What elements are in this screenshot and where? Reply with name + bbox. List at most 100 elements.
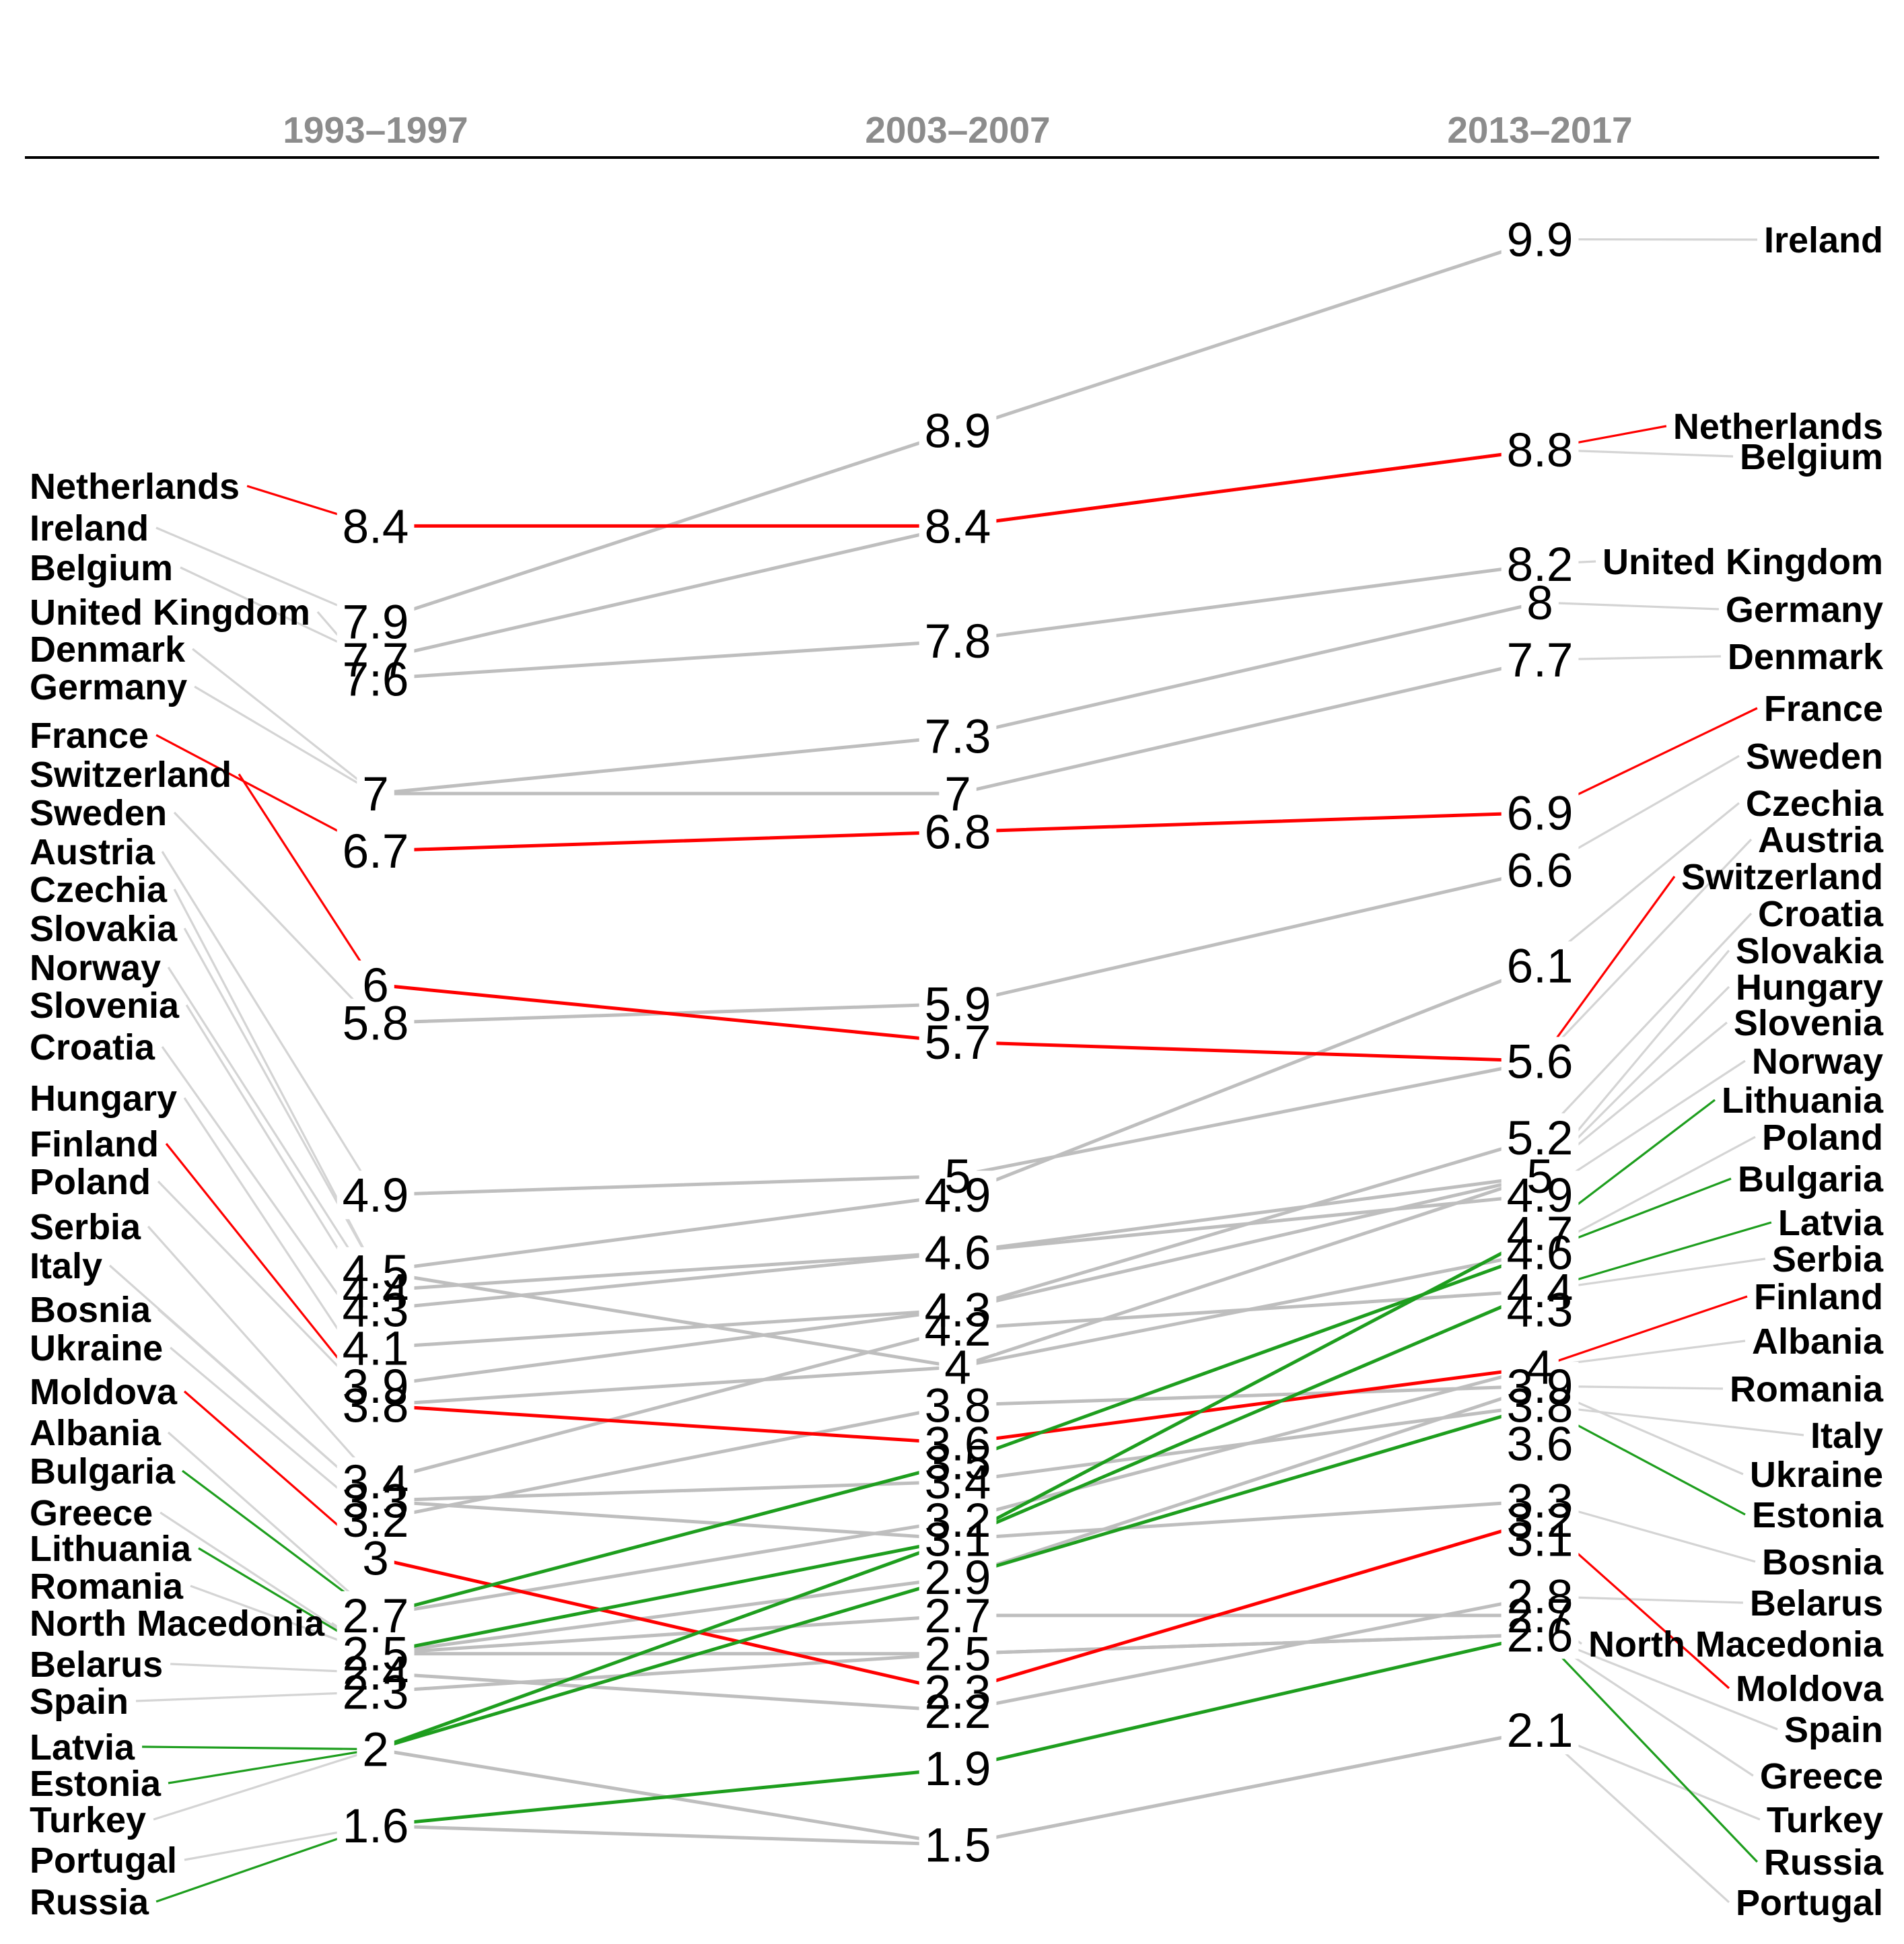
svg-text:Portugal: Portugal	[1736, 1883, 1883, 1923]
svg-text:5.9: 5.9	[925, 978, 991, 1031]
svg-text:Portugal: Portugal	[30, 1840, 177, 1881]
svg-text:United Kingdom: United Kingdom	[30, 592, 310, 633]
svg-text:Moldova: Moldova	[30, 1372, 178, 1412]
svg-text:3.1: 3.1	[1507, 1513, 1574, 1566]
svg-text:Romania: Romania	[1730, 1369, 1884, 1410]
svg-text:8: 8	[1526, 577, 1553, 630]
svg-text:8.4: 8.4	[925, 500, 991, 553]
svg-text:North Macedonia: North Macedonia	[1588, 1624, 1884, 1665]
svg-text:Ukraine: Ukraine	[1750, 1455, 1883, 1495]
svg-text:United Kingdom: United Kingdom	[1602, 542, 1883, 582]
svg-text:6.9: 6.9	[1507, 787, 1574, 840]
svg-text:5: 5	[1526, 1150, 1553, 1204]
svg-text:Netherlands: Netherlands	[1673, 407, 1883, 447]
svg-text:Romania: Romania	[30, 1566, 184, 1607]
svg-text:1.6: 1.6	[343, 1800, 409, 1853]
svg-text:Serbia: Serbia	[30, 1207, 141, 1247]
svg-text:Bosnia: Bosnia	[1762, 1542, 1884, 1583]
svg-text:4.4: 4.4	[1507, 1265, 1574, 1318]
svg-text:Latvia: Latvia	[30, 1727, 135, 1768]
svg-text:Netherlands: Netherlands	[30, 466, 240, 507]
svg-text:8.2: 8.2	[1507, 539, 1574, 592]
svg-text:France: France	[1764, 689, 1883, 729]
svg-text:7: 7	[362, 768, 389, 821]
svg-text:Switzerland: Switzerland	[30, 755, 232, 795]
svg-text:Norway: Norway	[30, 948, 161, 988]
svg-text:Denmark: Denmark	[1728, 637, 1884, 677]
svg-text:Slovenia: Slovenia	[30, 985, 180, 1026]
svg-text:2.9: 2.9	[925, 1552, 991, 1605]
svg-text:7.9: 7.9	[343, 596, 409, 649]
svg-text:3.6: 3.6	[1507, 1418, 1574, 1471]
svg-text:Sweden: Sweden	[1746, 736, 1883, 777]
svg-text:2.7: 2.7	[925, 1590, 991, 1643]
svg-text:8.8: 8.8	[1507, 424, 1574, 477]
svg-text:7.8: 7.8	[925, 615, 991, 668]
svg-text:7: 7	[944, 768, 971, 821]
svg-text:4.9: 4.9	[343, 1169, 409, 1222]
svg-text:Italy: Italy	[30, 1246, 102, 1286]
svg-text:7.6: 7.6	[343, 654, 409, 707]
svg-text:2013–2017: 2013–2017	[1447, 109, 1632, 151]
svg-text:3.3: 3.3	[343, 1476, 409, 1529]
svg-text:Moldova: Moldova	[1736, 1669, 1884, 1709]
svg-text:Russia: Russia	[30, 1882, 149, 1922]
svg-text:Belarus: Belarus	[30, 1644, 163, 1685]
svg-text:2.3: 2.3	[925, 1666, 991, 1719]
svg-text:1.5: 1.5	[925, 1819, 991, 1873]
svg-text:4: 4	[1526, 1342, 1553, 1395]
svg-text:Turkey: Turkey	[30, 1800, 146, 1840]
svg-text:7.7: 7.7	[343, 634, 409, 687]
svg-text:3.8: 3.8	[1507, 1380, 1574, 1433]
svg-text:Slovakia: Slovakia	[1736, 931, 1884, 971]
svg-text:Ireland: Ireland	[30, 508, 149, 549]
svg-text:Estonia: Estonia	[1752, 1495, 1884, 1535]
svg-text:6: 6	[362, 959, 389, 1012]
svg-text:5.8: 5.8	[343, 998, 409, 1051]
svg-text:Albania: Albania	[1752, 1321, 1884, 1362]
svg-text:Turkey: Turkey	[1767, 1800, 1883, 1840]
svg-text:3.2: 3.2	[925, 1494, 991, 1548]
svg-text:Bulgaria: Bulgaria	[1738, 1159, 1884, 1200]
svg-text:Latvia: Latvia	[1778, 1203, 1884, 1243]
svg-text:4.1: 4.1	[343, 1322, 409, 1375]
svg-text:Switzerland: Switzerland	[1681, 857, 1883, 897]
svg-text:Slovenia: Slovenia	[1734, 1003, 1884, 1043]
svg-text:Czechia: Czechia	[30, 870, 168, 910]
svg-text:5.7: 5.7	[925, 1016, 991, 1070]
svg-text:4.9: 4.9	[925, 1169, 991, 1222]
svg-text:Belgium: Belgium	[1740, 437, 1883, 477]
svg-text:9.9: 9.9	[1507, 214, 1574, 267]
svg-text:Estonia: Estonia	[30, 1764, 162, 1804]
svg-text:Czechia: Czechia	[1746, 784, 1884, 824]
svg-text:Greece: Greece	[30, 1493, 153, 1533]
svg-text:4.7: 4.7	[1507, 1208, 1574, 1261]
svg-text:4.6: 4.6	[925, 1226, 991, 1280]
svg-text:6.7: 6.7	[343, 825, 409, 878]
svg-text:1.9: 1.9	[925, 1743, 991, 1796]
svg-text:Germany: Germany	[30, 667, 187, 707]
svg-text:Germany: Germany	[1726, 590, 1883, 630]
svg-text:Belarus: Belarus	[1750, 1583, 1883, 1624]
svg-text:Finland: Finland	[30, 1124, 159, 1165]
svg-text:Spain: Spain	[30, 1681, 129, 1722]
svg-text:Bosnia: Bosnia	[30, 1290, 151, 1330]
svg-text:4: 4	[944, 1342, 971, 1395]
svg-text:6.8: 6.8	[925, 806, 991, 860]
svg-text:Finland: Finland	[1754, 1277, 1883, 1317]
svg-text:4.3: 4.3	[925, 1284, 991, 1338]
svg-text:Ukraine: Ukraine	[30, 1328, 163, 1368]
svg-text:7.7: 7.7	[1507, 634, 1574, 687]
svg-text:1993–1997: 1993–1997	[283, 109, 468, 151]
svg-text:4.5: 4.5	[343, 1246, 409, 1299]
svg-text:3.6: 3.6	[925, 1418, 991, 1471]
svg-text:Spain: Spain	[1784, 1710, 1883, 1750]
svg-text:Italy: Italy	[1810, 1416, 1883, 1456]
svg-text:Serbia: Serbia	[1772, 1239, 1884, 1280]
svg-text:Greece: Greece	[1760, 1756, 1883, 1797]
svg-text:3.2: 3.2	[1507, 1494, 1574, 1548]
svg-text:8.9: 8.9	[925, 405, 991, 458]
svg-text:2.2: 2.2	[925, 1686, 991, 1739]
svg-text:5.6: 5.6	[1507, 1035, 1574, 1088]
svg-text:3.8: 3.8	[925, 1380, 991, 1433]
